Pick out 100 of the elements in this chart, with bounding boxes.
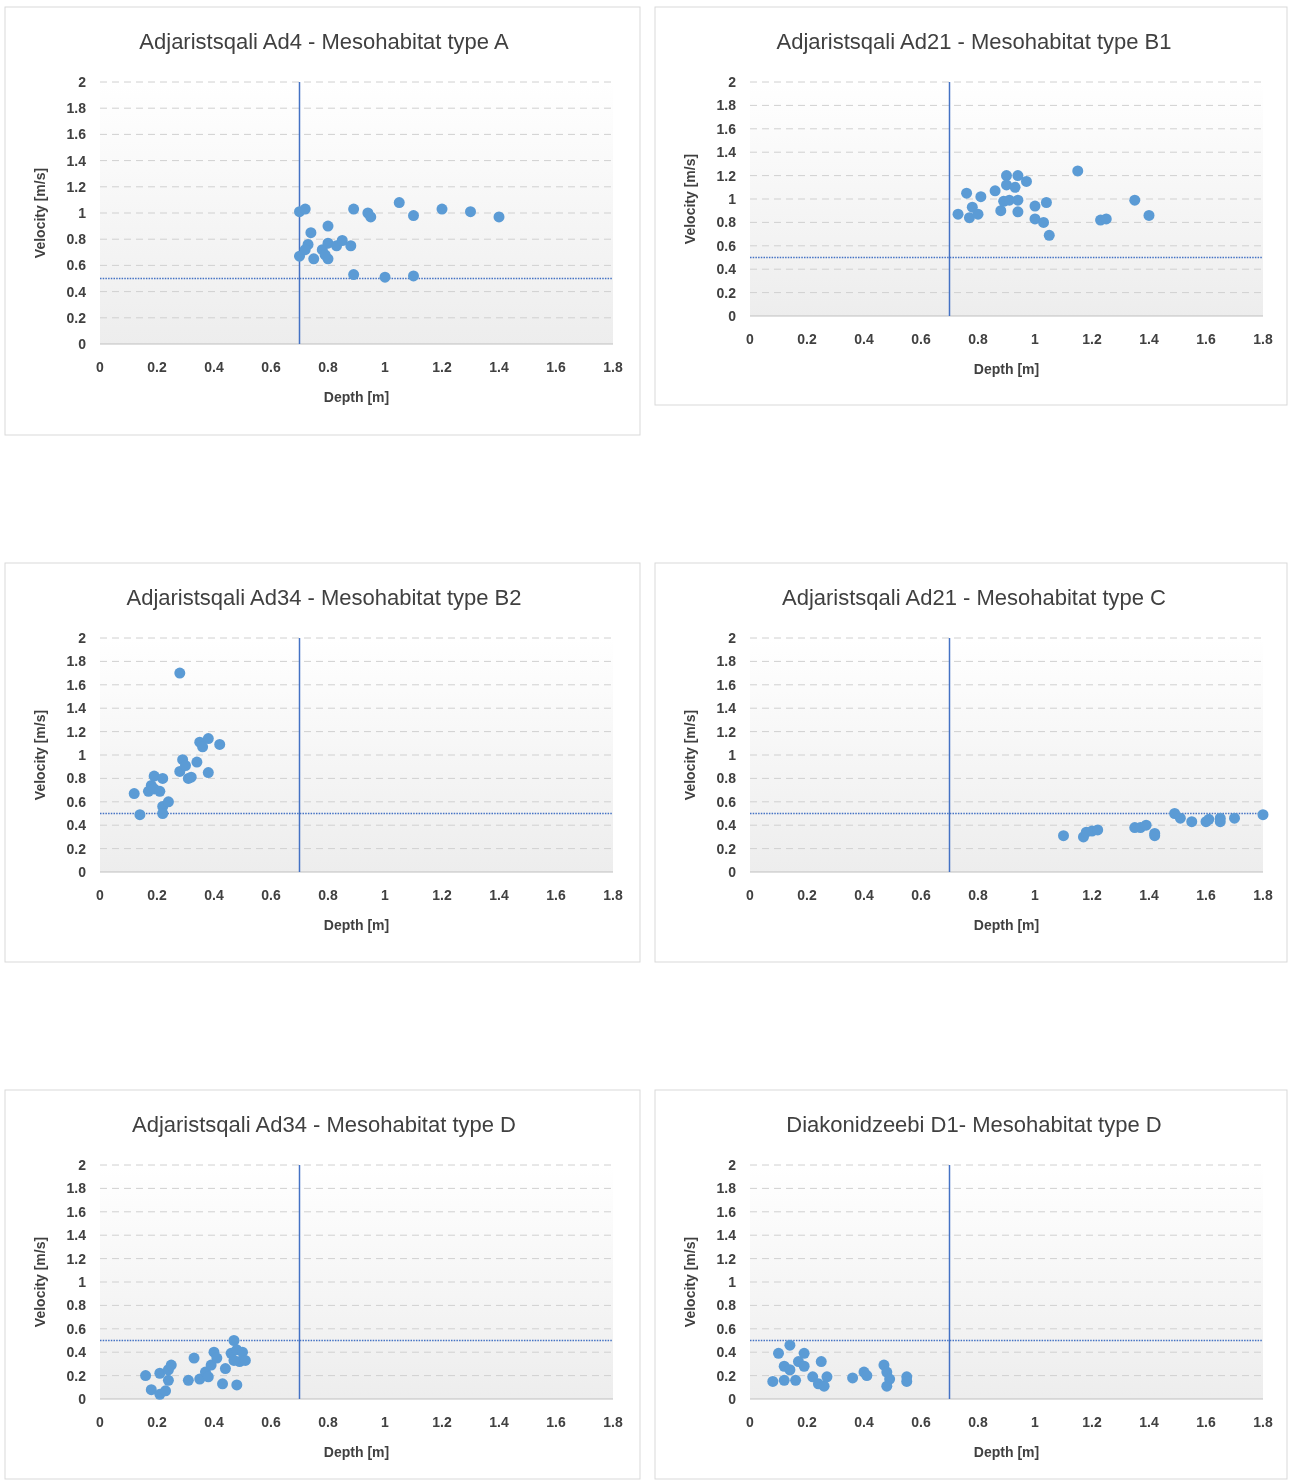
point [157, 772, 169, 784]
point [861, 1370, 873, 1382]
point [818, 1380, 830, 1392]
y-tick-label: 0.6 [66, 257, 87, 274]
y-tick-label: 1.8 [66, 653, 87, 670]
y-tick-label: 0.6 [66, 793, 87, 810]
x-axis-title: Depth [m] [323, 917, 390, 933]
y-tick-label: 0.4 [66, 283, 87, 300]
point [180, 760, 191, 772]
x-tick-label: 1 [381, 1414, 390, 1430]
x-tick-label: 0.2 [147, 359, 167, 375]
x-tick-label: 0 [96, 1414, 105, 1430]
point [807, 1371, 819, 1383]
y-tick-label: 0.2 [716, 1367, 737, 1384]
y-tick-label: 0.8 [66, 231, 87, 248]
point [767, 1375, 779, 1387]
x-tick-label: 1.8 [1253, 331, 1273, 347]
x-tick-label: 0.6 [911, 1414, 931, 1430]
x-tick-label: 0 [746, 331, 755, 347]
y-tick-label: 1.8 [716, 1180, 737, 1197]
y-tick-label: 0.8 [716, 1297, 737, 1314]
x-tick-label: 0 [746, 1414, 755, 1430]
point [1038, 216, 1050, 228]
x-tick-label: 0 [96, 887, 105, 903]
point [228, 1335, 240, 1346]
x-tick-label: 1.2 [432, 1414, 452, 1430]
point [219, 1363, 231, 1375]
x-tick-label: 1 [381, 359, 390, 375]
y-tick-label: 1.8 [716, 653, 737, 670]
x-tick-label: 1 [381, 887, 390, 903]
x-tick-label: 1.2 [432, 359, 452, 375]
y-tick-label: 0.8 [66, 1297, 87, 1314]
x-tick-label: 0.6 [261, 359, 281, 375]
y-tick-label: 0.6 [66, 1320, 87, 1337]
point [299, 203, 311, 215]
y-tick-label: 2 [728, 629, 737, 646]
x-tick-label: 1.6 [546, 359, 566, 375]
x-tick-label: 0.4 [204, 359, 224, 375]
point [408, 210, 419, 222]
point [1012, 170, 1024, 182]
x-tick-label: 0.8 [968, 1414, 988, 1430]
x-tick-label: 0.8 [968, 887, 988, 903]
point [348, 269, 360, 281]
point [1020, 175, 1032, 187]
point [202, 767, 214, 779]
point [379, 271, 391, 283]
point [345, 240, 357, 252]
x-tick-label: 1 [1031, 887, 1040, 903]
y-tick-label: 1 [78, 746, 87, 763]
point [145, 1384, 157, 1396]
point [128, 788, 140, 800]
point [975, 191, 987, 203]
x-tick-label: 1.4 [1139, 1414, 1159, 1430]
x-tick-label: 0.8 [318, 359, 338, 375]
y-tick-label: 1.2 [716, 167, 737, 184]
y-tick-label: 0 [728, 1390, 737, 1407]
y-tick-label: 0 [728, 307, 737, 324]
point [299, 244, 311, 256]
x-tick-label: 1.8 [603, 887, 623, 903]
x-tick-label: 0.2 [797, 331, 817, 347]
y-tick-label: 0.2 [66, 1367, 87, 1384]
x-tick-label: 0.6 [261, 887, 281, 903]
point [160, 1385, 172, 1397]
x-tick-label: 1 [1031, 1414, 1040, 1430]
x-tick-label: 1.8 [1253, 1414, 1273, 1430]
y-tick-label: 0 [728, 863, 737, 880]
y-tick-label: 1.6 [66, 126, 87, 143]
point [174, 667, 186, 679]
point [821, 1371, 833, 1383]
y-axis-title: Velocity [m/s] [682, 153, 698, 245]
point [1129, 194, 1141, 206]
y-axis-title: Velocity [m/s] [682, 709, 698, 801]
point [1012, 194, 1024, 206]
y-tick-label: 1.4 [66, 152, 87, 169]
x-axis-title: Depth [m] [973, 361, 1040, 377]
x-tick-label: 1.6 [1196, 1414, 1216, 1430]
point [1257, 809, 1269, 821]
point [995, 205, 1007, 217]
y-tick-label: 1.8 [66, 100, 87, 117]
y-tick-label: 1.2 [66, 178, 87, 195]
y-tick-label: 1.8 [716, 97, 737, 114]
point [365, 211, 377, 223]
y-axis-title: Velocity [m/s] [32, 709, 48, 801]
point [134, 809, 146, 821]
y-tick-label: 0 [78, 1390, 87, 1407]
x-tick-label: 1.4 [489, 887, 509, 903]
point [784, 1339, 796, 1351]
y-tick-label: 0.2 [716, 284, 737, 301]
point [1058, 830, 1069, 842]
point [1012, 206, 1024, 218]
point [217, 1378, 229, 1390]
x-tick-label: 0.4 [854, 887, 874, 903]
x-tick-label: 1.8 [603, 359, 623, 375]
point [319, 249, 331, 261]
chart-title: Adjaristsqali Ad21 - Mesohabitat type B1 [776, 29, 1172, 54]
y-tick-label: 2 [728, 73, 737, 90]
y-tick-label: 1.2 [716, 1250, 737, 1267]
chart-title: Diakonidzeebi D1- Mesohabitat type D [786, 1112, 1162, 1137]
point [305, 227, 317, 239]
point [1186, 816, 1198, 828]
